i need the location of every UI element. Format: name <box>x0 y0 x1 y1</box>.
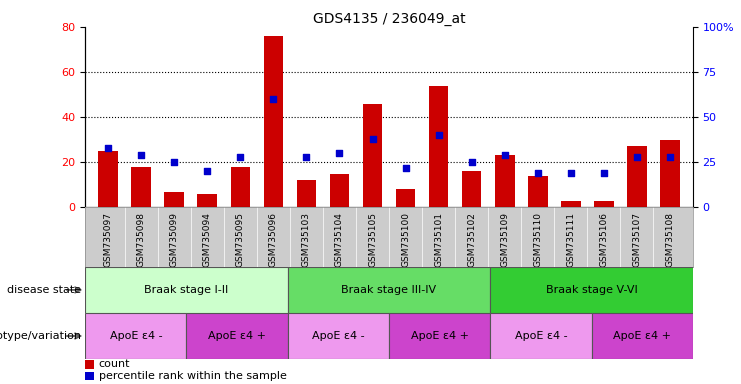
Bar <box>362 104 382 207</box>
Point <box>234 154 246 160</box>
Bar <box>528 176 548 207</box>
Point <box>499 152 511 158</box>
Bar <box>428 86 448 207</box>
Text: GSM735101: GSM735101 <box>434 212 443 267</box>
Bar <box>264 36 283 207</box>
Bar <box>330 174 350 207</box>
Text: GSM735111: GSM735111 <box>566 212 575 267</box>
Text: GSM735096: GSM735096 <box>269 212 278 267</box>
Text: GSM735094: GSM735094 <box>203 212 212 267</box>
Point <box>168 159 180 165</box>
Bar <box>85 313 187 359</box>
Text: GSM735109: GSM735109 <box>500 212 509 267</box>
Bar <box>288 313 389 359</box>
Bar <box>99 151 119 207</box>
Bar <box>198 194 217 207</box>
Text: genotype/variation: genotype/variation <box>0 331 82 341</box>
Text: ApoE ε4 +: ApoE ε4 + <box>208 331 266 341</box>
Bar <box>627 146 647 207</box>
Point <box>565 170 576 176</box>
Bar <box>131 167 151 207</box>
Bar <box>594 200 614 207</box>
Bar <box>561 200 580 207</box>
Text: count: count <box>99 359 130 369</box>
Bar <box>591 313 693 359</box>
Text: ApoE ε4 -: ApoE ε4 - <box>514 331 568 341</box>
Bar <box>85 267 288 313</box>
Point <box>301 154 313 160</box>
Bar <box>296 180 316 207</box>
Point <box>367 136 379 142</box>
Text: disease state: disease state <box>7 285 82 295</box>
Text: GSM735108: GSM735108 <box>665 212 674 267</box>
Text: Braak stage V-VI: Braak stage V-VI <box>545 285 637 295</box>
Text: GSM735104: GSM735104 <box>335 212 344 267</box>
Point <box>202 168 213 174</box>
Text: GSM735095: GSM735095 <box>236 212 245 267</box>
Bar <box>288 267 491 313</box>
Point <box>136 152 147 158</box>
Text: GSM735107: GSM735107 <box>632 212 641 267</box>
Text: GSM735103: GSM735103 <box>302 212 311 267</box>
Point <box>465 159 477 165</box>
Text: GSM735102: GSM735102 <box>467 212 476 267</box>
Bar <box>389 313 491 359</box>
Text: Braak stage III-IV: Braak stage III-IV <box>342 285 436 295</box>
Point <box>631 154 642 160</box>
Bar <box>165 192 185 207</box>
Text: percentile rank within the sample: percentile rank within the sample <box>99 371 287 381</box>
Text: GSM735100: GSM735100 <box>401 212 410 267</box>
Text: GSM735099: GSM735099 <box>170 212 179 267</box>
Bar <box>187 313 288 359</box>
Bar <box>495 156 514 207</box>
Text: GSM735105: GSM735105 <box>368 212 377 267</box>
Bar <box>491 313 591 359</box>
Text: GSM735110: GSM735110 <box>533 212 542 267</box>
Bar <box>462 171 482 207</box>
Point <box>598 170 610 176</box>
Text: GSM735098: GSM735098 <box>137 212 146 267</box>
Bar <box>396 189 416 207</box>
Text: GSM735106: GSM735106 <box>599 212 608 267</box>
Point <box>532 170 544 176</box>
Text: Braak stage I-II: Braak stage I-II <box>144 285 229 295</box>
Text: GDS4135 / 236049_at: GDS4135 / 236049_at <box>313 12 465 25</box>
Point <box>664 154 676 160</box>
Bar <box>230 167 250 207</box>
Point <box>333 150 345 156</box>
Point <box>433 132 445 138</box>
Text: GSM735097: GSM735097 <box>104 212 113 267</box>
Text: ApoE ε4 +: ApoE ε4 + <box>614 331 671 341</box>
Bar <box>491 267 693 313</box>
Text: ApoE ε4 +: ApoE ε4 + <box>411 331 468 341</box>
Point <box>399 165 411 171</box>
Bar <box>659 140 679 207</box>
Text: ApoE ε4 -: ApoE ε4 - <box>312 331 365 341</box>
Point <box>102 145 114 151</box>
Text: ApoE ε4 -: ApoE ε4 - <box>110 331 162 341</box>
Point <box>268 96 279 102</box>
